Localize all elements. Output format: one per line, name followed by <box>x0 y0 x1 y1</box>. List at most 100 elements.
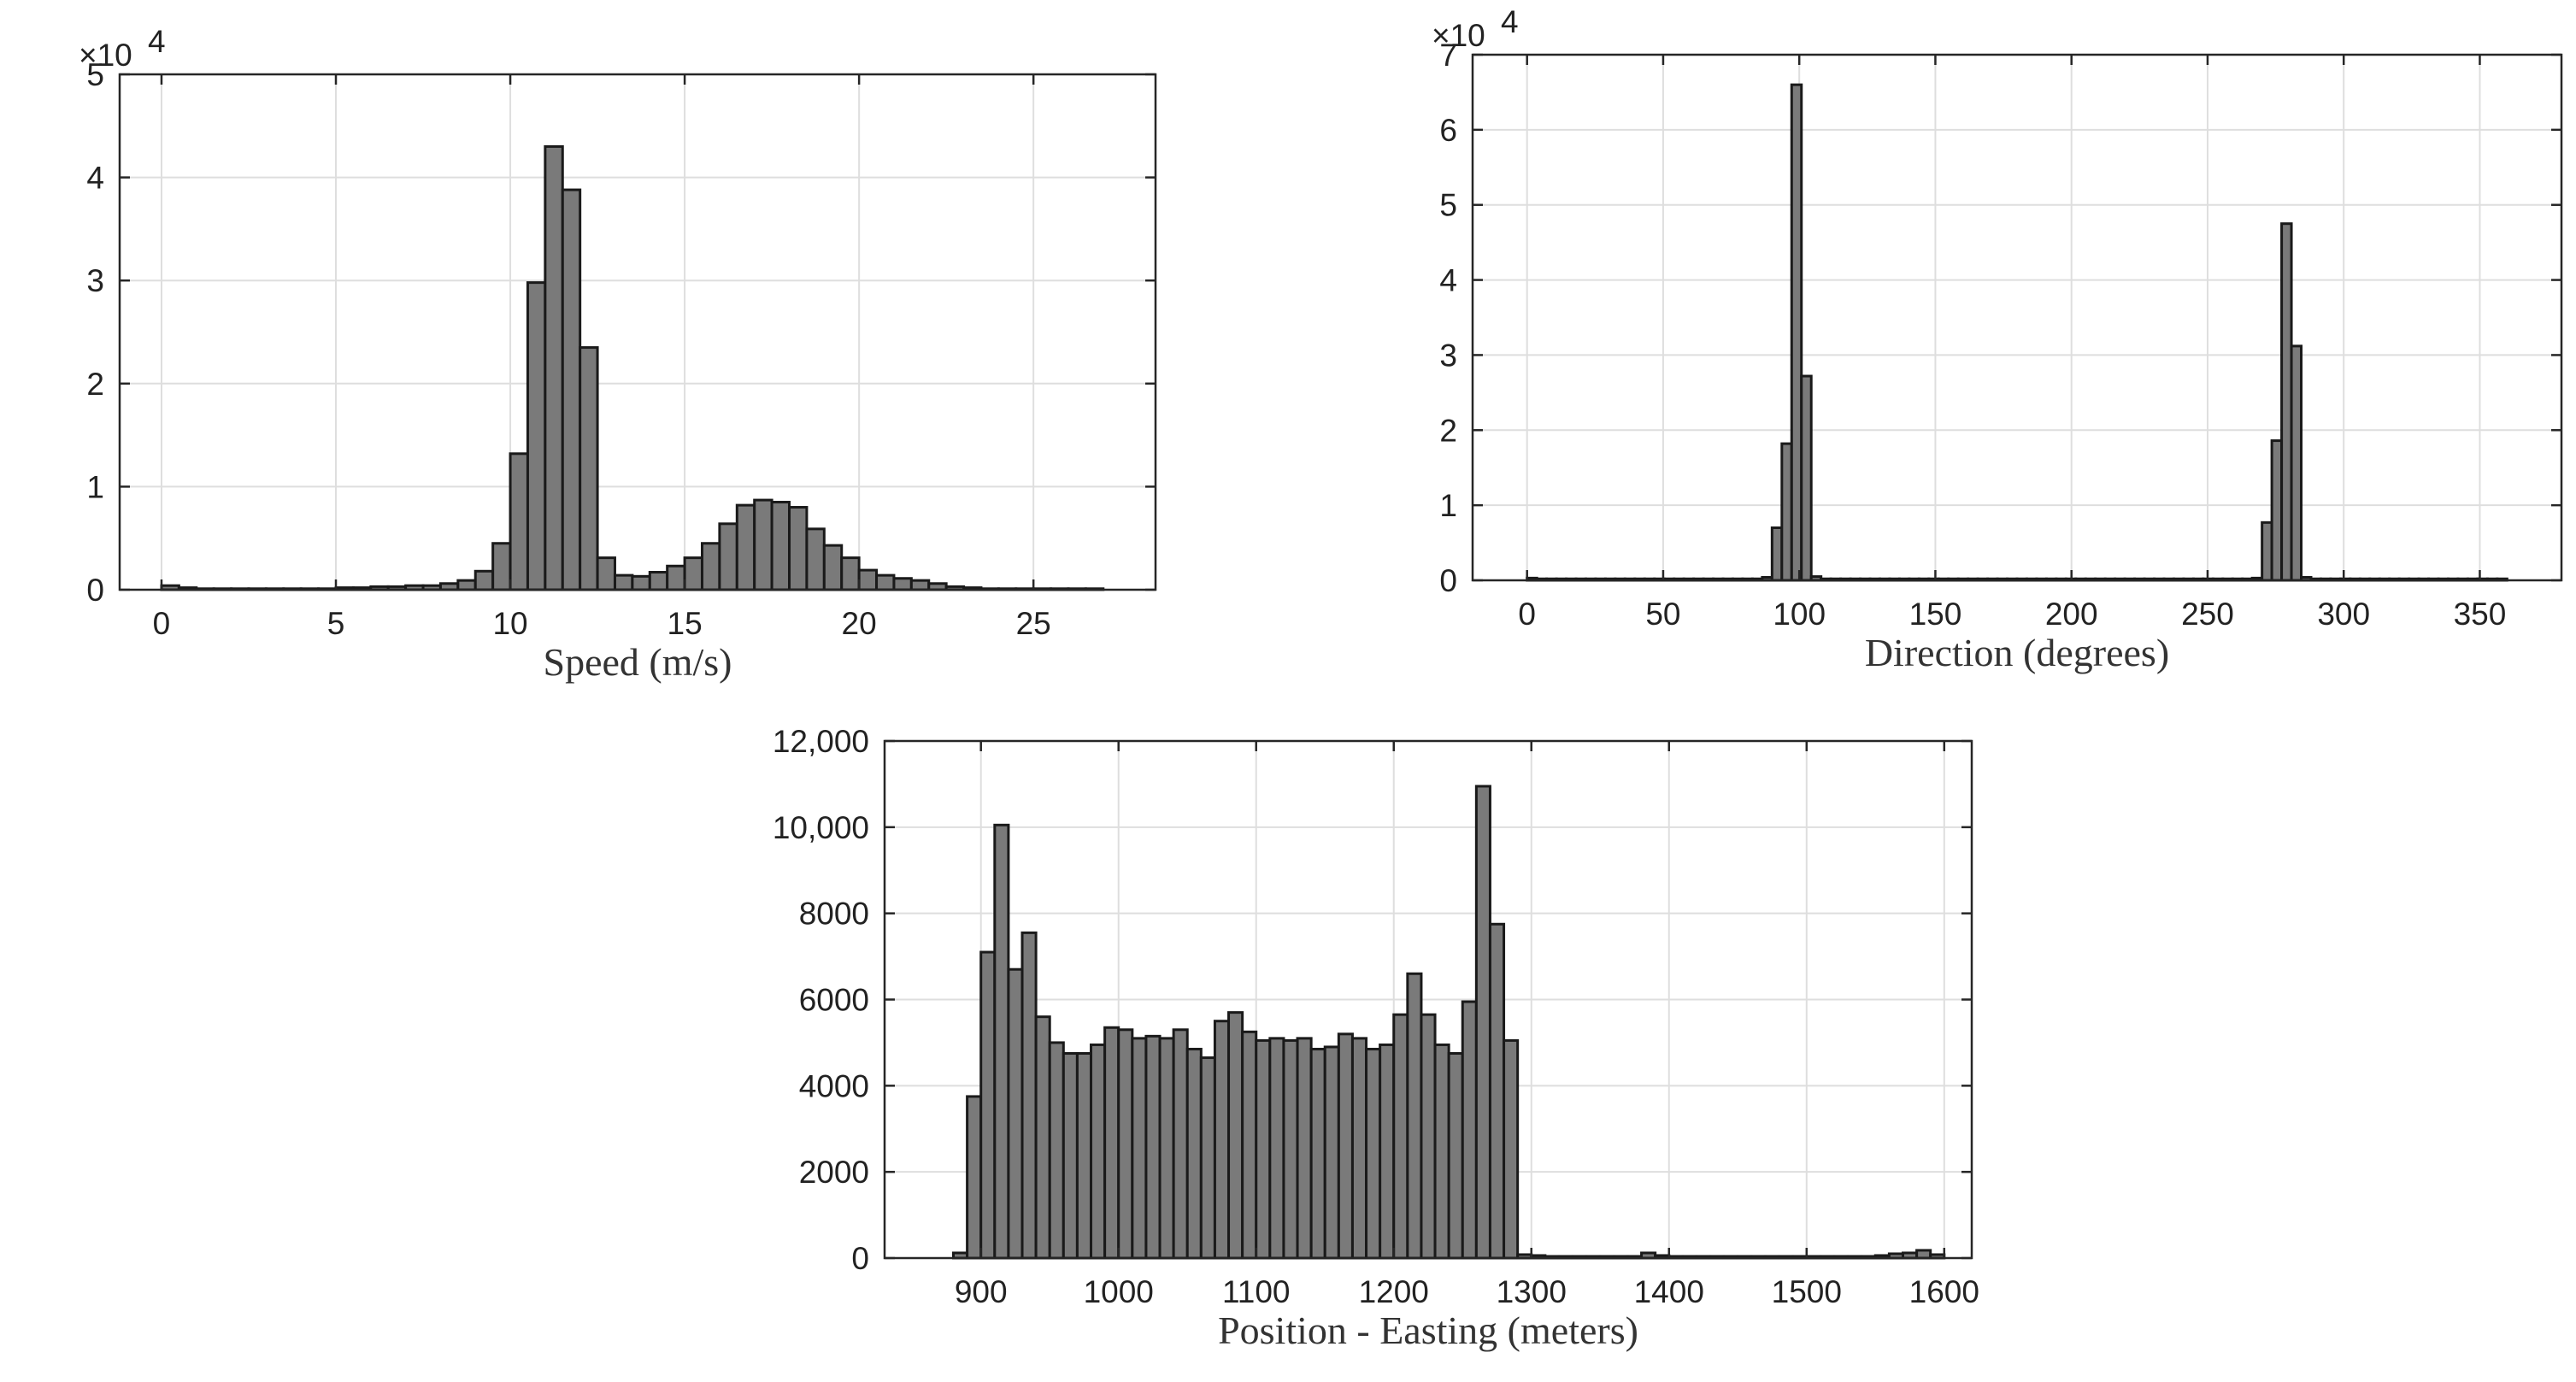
x-tick-label: 1100 <box>1222 1274 1291 1309</box>
x-tick-label: 50 <box>1645 597 1680 632</box>
histogram-bar <box>1296 1037 1313 1260</box>
histogram-bar <box>1337 1032 1354 1260</box>
y-tick-label: 7 <box>1439 38 1457 73</box>
y-tick-label: 8000 <box>799 897 869 932</box>
x-tick-label: 1300 <box>1497 1274 1567 1309</box>
histogram-bar <box>1103 1026 1120 1260</box>
histogram-bar <box>1158 1037 1175 1260</box>
histogram-bar <box>788 506 809 591</box>
histogram-bar <box>2261 520 2273 582</box>
histogram-bar <box>1117 1028 1134 1260</box>
histogram-bar <box>979 950 997 1260</box>
histogram-bar <box>735 503 756 591</box>
histogram-bar <box>1309 1047 1326 1260</box>
x-tick-label: 250 <box>2181 597 2234 632</box>
x-tick-label: 1200 <box>1359 1274 1429 1309</box>
histogram-bar <box>1075 1052 1093 1260</box>
histogram-bar <box>509 452 529 591</box>
histogram-bar <box>2270 439 2284 582</box>
histogram-bar <box>857 568 879 591</box>
histogram-bar <box>1350 1037 1368 1260</box>
y-tick-label: 3 <box>86 263 104 298</box>
histogram-bar <box>2280 222 2293 582</box>
histogram-bar <box>1461 1000 1478 1260</box>
histogram-bar <box>1503 1038 1520 1260</box>
x-axis-label: Position - Easting (meters) <box>1218 1308 1638 1352</box>
histogram-bar <box>579 346 599 591</box>
histogram-bar <box>1255 1038 1272 1260</box>
y-tick-label: 6 <box>1439 113 1457 148</box>
histogram-bar <box>909 579 931 591</box>
histogram-bar <box>1020 931 1038 1260</box>
histogram-bar <box>1199 1056 1216 1260</box>
histogram-bar <box>666 564 686 591</box>
x-tick-label: 25 <box>1016 606 1051 641</box>
histogram-bar <box>1282 1038 1299 1260</box>
x-tick-label: 0 <box>153 606 171 641</box>
histogram-bar <box>1007 967 1024 1260</box>
histogram-bar <box>1034 1015 1051 1260</box>
histogram-bar <box>966 1095 983 1260</box>
histogram-bar <box>700 542 721 591</box>
x-tick-label: 1000 <box>1084 1274 1154 1309</box>
histogram-bar <box>1185 1047 1203 1260</box>
histogram-bar <box>683 556 703 591</box>
histogram-bar <box>1474 785 1491 1260</box>
histogram-bar <box>613 573 634 591</box>
histogram-bar <box>1213 1020 1231 1260</box>
y-exponent-label: ×10 <box>79 38 132 73</box>
y-tick-label: 4000 <box>799 1068 869 1103</box>
x-tick-label: 300 <box>2317 597 2370 632</box>
x-tick-label: 100 <box>1773 597 1826 632</box>
y-tick-label: 1 <box>86 469 104 504</box>
histogram-bar <box>1406 972 1423 1260</box>
x-axis-label: Direction (degrees) <box>1865 631 2169 674</box>
histogram-bar <box>1048 1041 1065 1260</box>
histogram-bar <box>1227 1011 1244 1260</box>
histogram-bar <box>1915 1249 1932 1260</box>
x-tick-label: 350 <box>2454 597 2507 632</box>
histogram-bar <box>875 573 896 591</box>
histogram-bar <box>561 188 582 591</box>
histogram-bar <box>805 527 826 591</box>
x-tick-label: 5 <box>327 606 345 641</box>
y-tick-label: 6000 <box>799 983 869 1018</box>
histogram-bar <box>473 569 495 591</box>
y-tick-label: 4 <box>86 161 104 196</box>
y-tick-label: 2 <box>1439 413 1457 448</box>
x-tick-label: 20 <box>842 606 877 641</box>
histogram-bar <box>1241 1030 1258 1260</box>
histogram-bar <box>1144 1034 1162 1260</box>
x-tick-label: 1600 <box>1909 1274 1979 1309</box>
y-tick-label: 5 <box>1439 188 1457 223</box>
x-tick-label: 10 <box>492 606 527 641</box>
y-tick-label: 5 <box>86 57 104 92</box>
direction-histogram: 0 50 100 150 200 250 300 350 0 1 2 3 4 5 6 7×10 4 Directi… <box>1432 4 2563 674</box>
histogram-bar <box>491 542 512 591</box>
histogram-bar <box>1433 1043 1450 1260</box>
easting-position-histogram: 900 1000 1100 1200 1300 1400 1500 1600 0 2000 4000… <box>773 724 1979 1352</box>
histogram-bar <box>1062 1052 1079 1260</box>
x-tick-label: 200 <box>2045 597 2098 632</box>
y-exponent-power: 4 <box>1501 4 1519 39</box>
histogram-bar <box>596 556 616 591</box>
y-tick-label: 0 <box>1439 563 1457 598</box>
x-tick-label: 900 <box>955 1274 1008 1309</box>
x-tick-label: 150 <box>1909 597 1962 632</box>
axes-frame <box>1471 53 2563 582</box>
histogram-bar <box>1420 1013 1437 1260</box>
histogram-bar <box>718 522 738 591</box>
histogram-bar <box>1379 1043 1396 1260</box>
histogram-bar <box>526 281 547 591</box>
y-tick-label: 4 <box>1439 263 1457 298</box>
x-tick-label: 15 <box>668 606 703 641</box>
histogram-bar <box>2290 344 2303 582</box>
y-exponent-power: 4 <box>148 24 166 59</box>
histogram-bar <box>993 823 1010 1260</box>
histogram-bar <box>648 570 669 591</box>
y-tick-label: 12,000 <box>773 724 869 759</box>
histogram-bar <box>544 144 564 591</box>
y-tick-label: 1 <box>1439 488 1457 523</box>
